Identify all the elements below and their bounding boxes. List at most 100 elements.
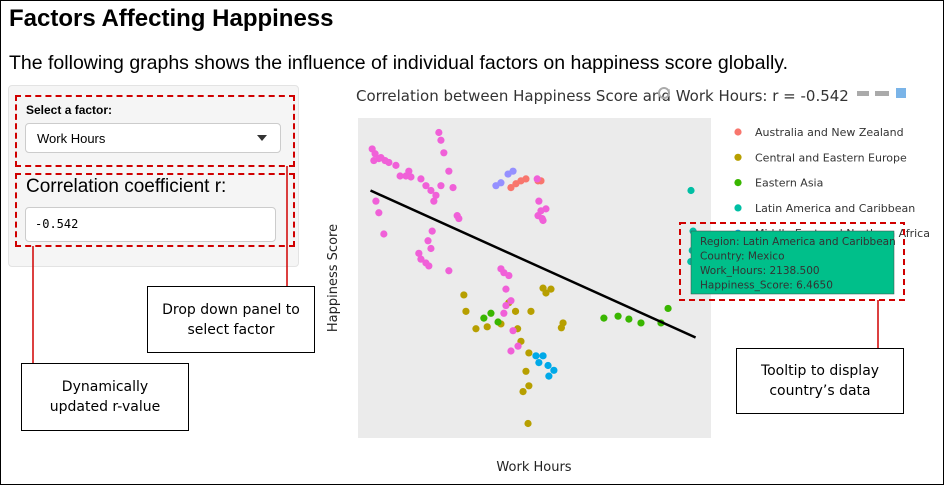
pan-icon[interactable] [857, 91, 869, 96]
zoom-icon[interactable] [658, 87, 670, 99]
data-point [430, 197, 438, 205]
select-value: Work Hours [37, 131, 106, 146]
data-point [547, 285, 555, 293]
tooltip-box [690, 230, 895, 295]
callout: Dynamically updated r-value [21, 363, 189, 431]
data-point [385, 158, 393, 167]
data-point [505, 271, 513, 280]
data-point [417, 255, 425, 263]
callout: Tooltip to display country’s data [736, 348, 904, 414]
r-output: -0.542 [25, 207, 276, 242]
legend-marker [734, 204, 742, 212]
data-point [372, 197, 380, 205]
data-point [500, 309, 508, 317]
data-point [445, 267, 453, 275]
data-point [502, 285, 510, 293]
data-point [428, 227, 436, 235]
data-point [532, 352, 540, 360]
data-point [427, 186, 435, 195]
autoscale-icon[interactable] [875, 91, 889, 96]
data-point [462, 307, 470, 315]
callout: Drop down panel to select factor [147, 286, 315, 353]
r-value: -0.542 [35, 217, 79, 231]
legend-marker [734, 179, 742, 187]
highlight-box [15, 173, 295, 247]
data-point [625, 315, 633, 323]
highlight-box [15, 95, 295, 167]
data-point [480, 314, 488, 322]
data-point [525, 382, 533, 390]
data-point [449, 184, 457, 192]
data-point [472, 325, 480, 333]
plot-panel [358, 118, 711, 438]
data-point [522, 175, 530, 183]
data-point [497, 179, 505, 187]
data-point [370, 156, 378, 165]
data-point [460, 291, 468, 299]
data-point [437, 182, 445, 190]
data-point [437, 136, 445, 144]
r-label: Correlation coefficient r: [26, 176, 227, 197]
legend-marker [734, 153, 742, 161]
data-point [507, 184, 515, 192]
highlight-box [679, 222, 905, 301]
data-point [542, 205, 550, 213]
data-point [407, 173, 415, 181]
data-point [427, 244, 435, 253]
data-point [509, 327, 517, 335]
data-point [417, 175, 425, 183]
legend-label: Eastern Asia [755, 177, 823, 190]
legend-label: Central and Eastern Europe [755, 151, 907, 164]
data-point [539, 216, 547, 225]
data-point [440, 149, 448, 157]
data-point [377, 154, 385, 162]
data-point [483, 323, 491, 331]
data-point [664, 304, 672, 313]
chart-title: Correlation between Happiness Score and … [356, 87, 849, 105]
data-point [535, 197, 543, 205]
data-point [511, 307, 520, 315]
data-point [514, 342, 522, 350]
data-point [425, 262, 433, 270]
data-point [687, 186, 695, 195]
data-point [637, 319, 645, 327]
data-point [380, 230, 388, 238]
data-point [435, 128, 443, 137]
data-point [507, 347, 515, 355]
data-point [445, 167, 453, 175]
plotly-logo[interactable] [896, 88, 906, 98]
y-axis-title: Happiness Score [326, 224, 341, 332]
modebar[interactable] [658, 87, 906, 99]
select-label: Select a factor: [26, 103, 113, 117]
data-point [524, 419, 532, 428]
data-point [432, 191, 440, 199]
trend-line [369, 189, 697, 339]
legend-marker [734, 128, 742, 136]
data-point [614, 312, 622, 320]
data-point [542, 289, 550, 297]
data-point [600, 314, 608, 322]
legend-label: Latin America and Caribbean [755, 202, 915, 215]
data-point [539, 352, 547, 360]
tooltip-line: Work_Hours: 2138.500 [700, 265, 820, 277]
data-point [545, 372, 553, 380]
data-point [455, 214, 463, 223]
data-point [424, 237, 432, 245]
tooltip-line: Happiness_Score: 6.4650 [700, 280, 833, 292]
data-point [544, 361, 552, 370]
data-point [509, 167, 517, 175]
data-point [522, 367, 530, 375]
data-point [519, 387, 527, 396]
data-point [507, 297, 515, 305]
data-point [405, 167, 413, 175]
data-point [422, 182, 430, 190]
data-point [550, 366, 558, 374]
data-point [371, 150, 379, 158]
data-point [535, 358, 543, 367]
data-point [375, 209, 383, 217]
data-point [415, 249, 423, 257]
tooltip-line: Region: Latin America and Caribbean [700, 236, 896, 248]
data-point [525, 349, 533, 357]
factor-select[interactable]: Work Hours [25, 123, 281, 153]
